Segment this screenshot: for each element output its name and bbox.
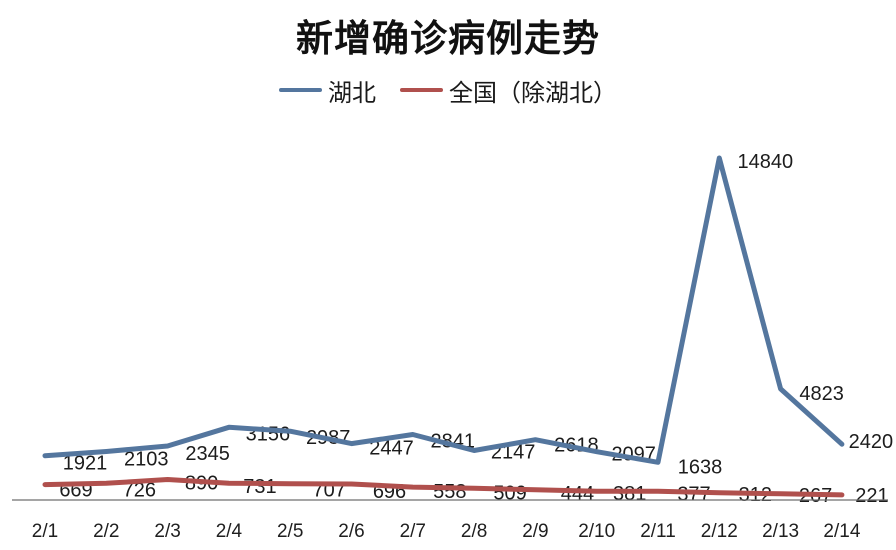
national-data-label: 444 — [561, 483, 594, 505]
x-axis-tick-label: 2/10 — [578, 521, 615, 542]
national-line-swatch-icon — [400, 87, 443, 93]
x-axis-tick-label: 2/2 — [93, 521, 119, 542]
x-axis-tick-label: 2/9 — [522, 521, 548, 542]
x-axis-tick-label: 2/11 — [640, 521, 676, 542]
national-line — [42, 477, 845, 498]
chart-title: 新增确诊病例走势 — [296, 19, 600, 60]
national-data-label: 509 — [493, 482, 526, 504]
national-data-label: 726 — [123, 479, 156, 501]
x-axis-tick-label: 2/5 — [277, 521, 303, 542]
legend-item-hubei: 湖北 — [279, 73, 376, 108]
x-axis-tick-label: 2/4 — [216, 521, 243, 542]
hubei-data-label: 2103 — [124, 449, 169, 471]
national-data-label: 221 — [855, 485, 888, 507]
x-axis-tick-label: 2/7 — [400, 521, 426, 542]
hubei-data-label: 2345 — [185, 443, 230, 465]
hubei-line — [42, 155, 845, 465]
hubei-data-label: 1921 — [63, 453, 108, 475]
x-axis-tick-label: 2/14 — [823, 521, 860, 542]
x-axis-tick-label: 2/6 — [338, 521, 364, 542]
hubei-data-label: 2447 — [369, 438, 414, 460]
x-axis-tick-label: 2/1 — [32, 521, 58, 542]
hubei-data-label: 4823 — [799, 383, 844, 405]
legend: 湖北 全国（除湖北） — [0, 73, 896, 108]
national-data-label: 731 — [243, 476, 276, 498]
x-axis-tick-label: 2/13 — [762, 521, 799, 542]
hubei-data-label: 2420 — [849, 431, 894, 453]
x-axis-tick-label: 2/3 — [154, 521, 180, 542]
hubei-data-label: 14840 — [737, 151, 793, 173]
hubei-data-label: 1638 — [678, 456, 723, 478]
national-data-label: 381 — [613, 483, 646, 505]
hubei-line-swatch-icon — [279, 87, 322, 93]
x-axis-tick-label: 2/8 — [461, 521, 487, 542]
legend-label-hubei: 湖北 — [328, 80, 376, 107]
x-axis-tick-label: 2/12 — [701, 521, 738, 542]
legend-label-national: 全国（除湖北） — [449, 80, 617, 107]
legend-item-national: 全国（除湖北） — [400, 73, 617, 108]
